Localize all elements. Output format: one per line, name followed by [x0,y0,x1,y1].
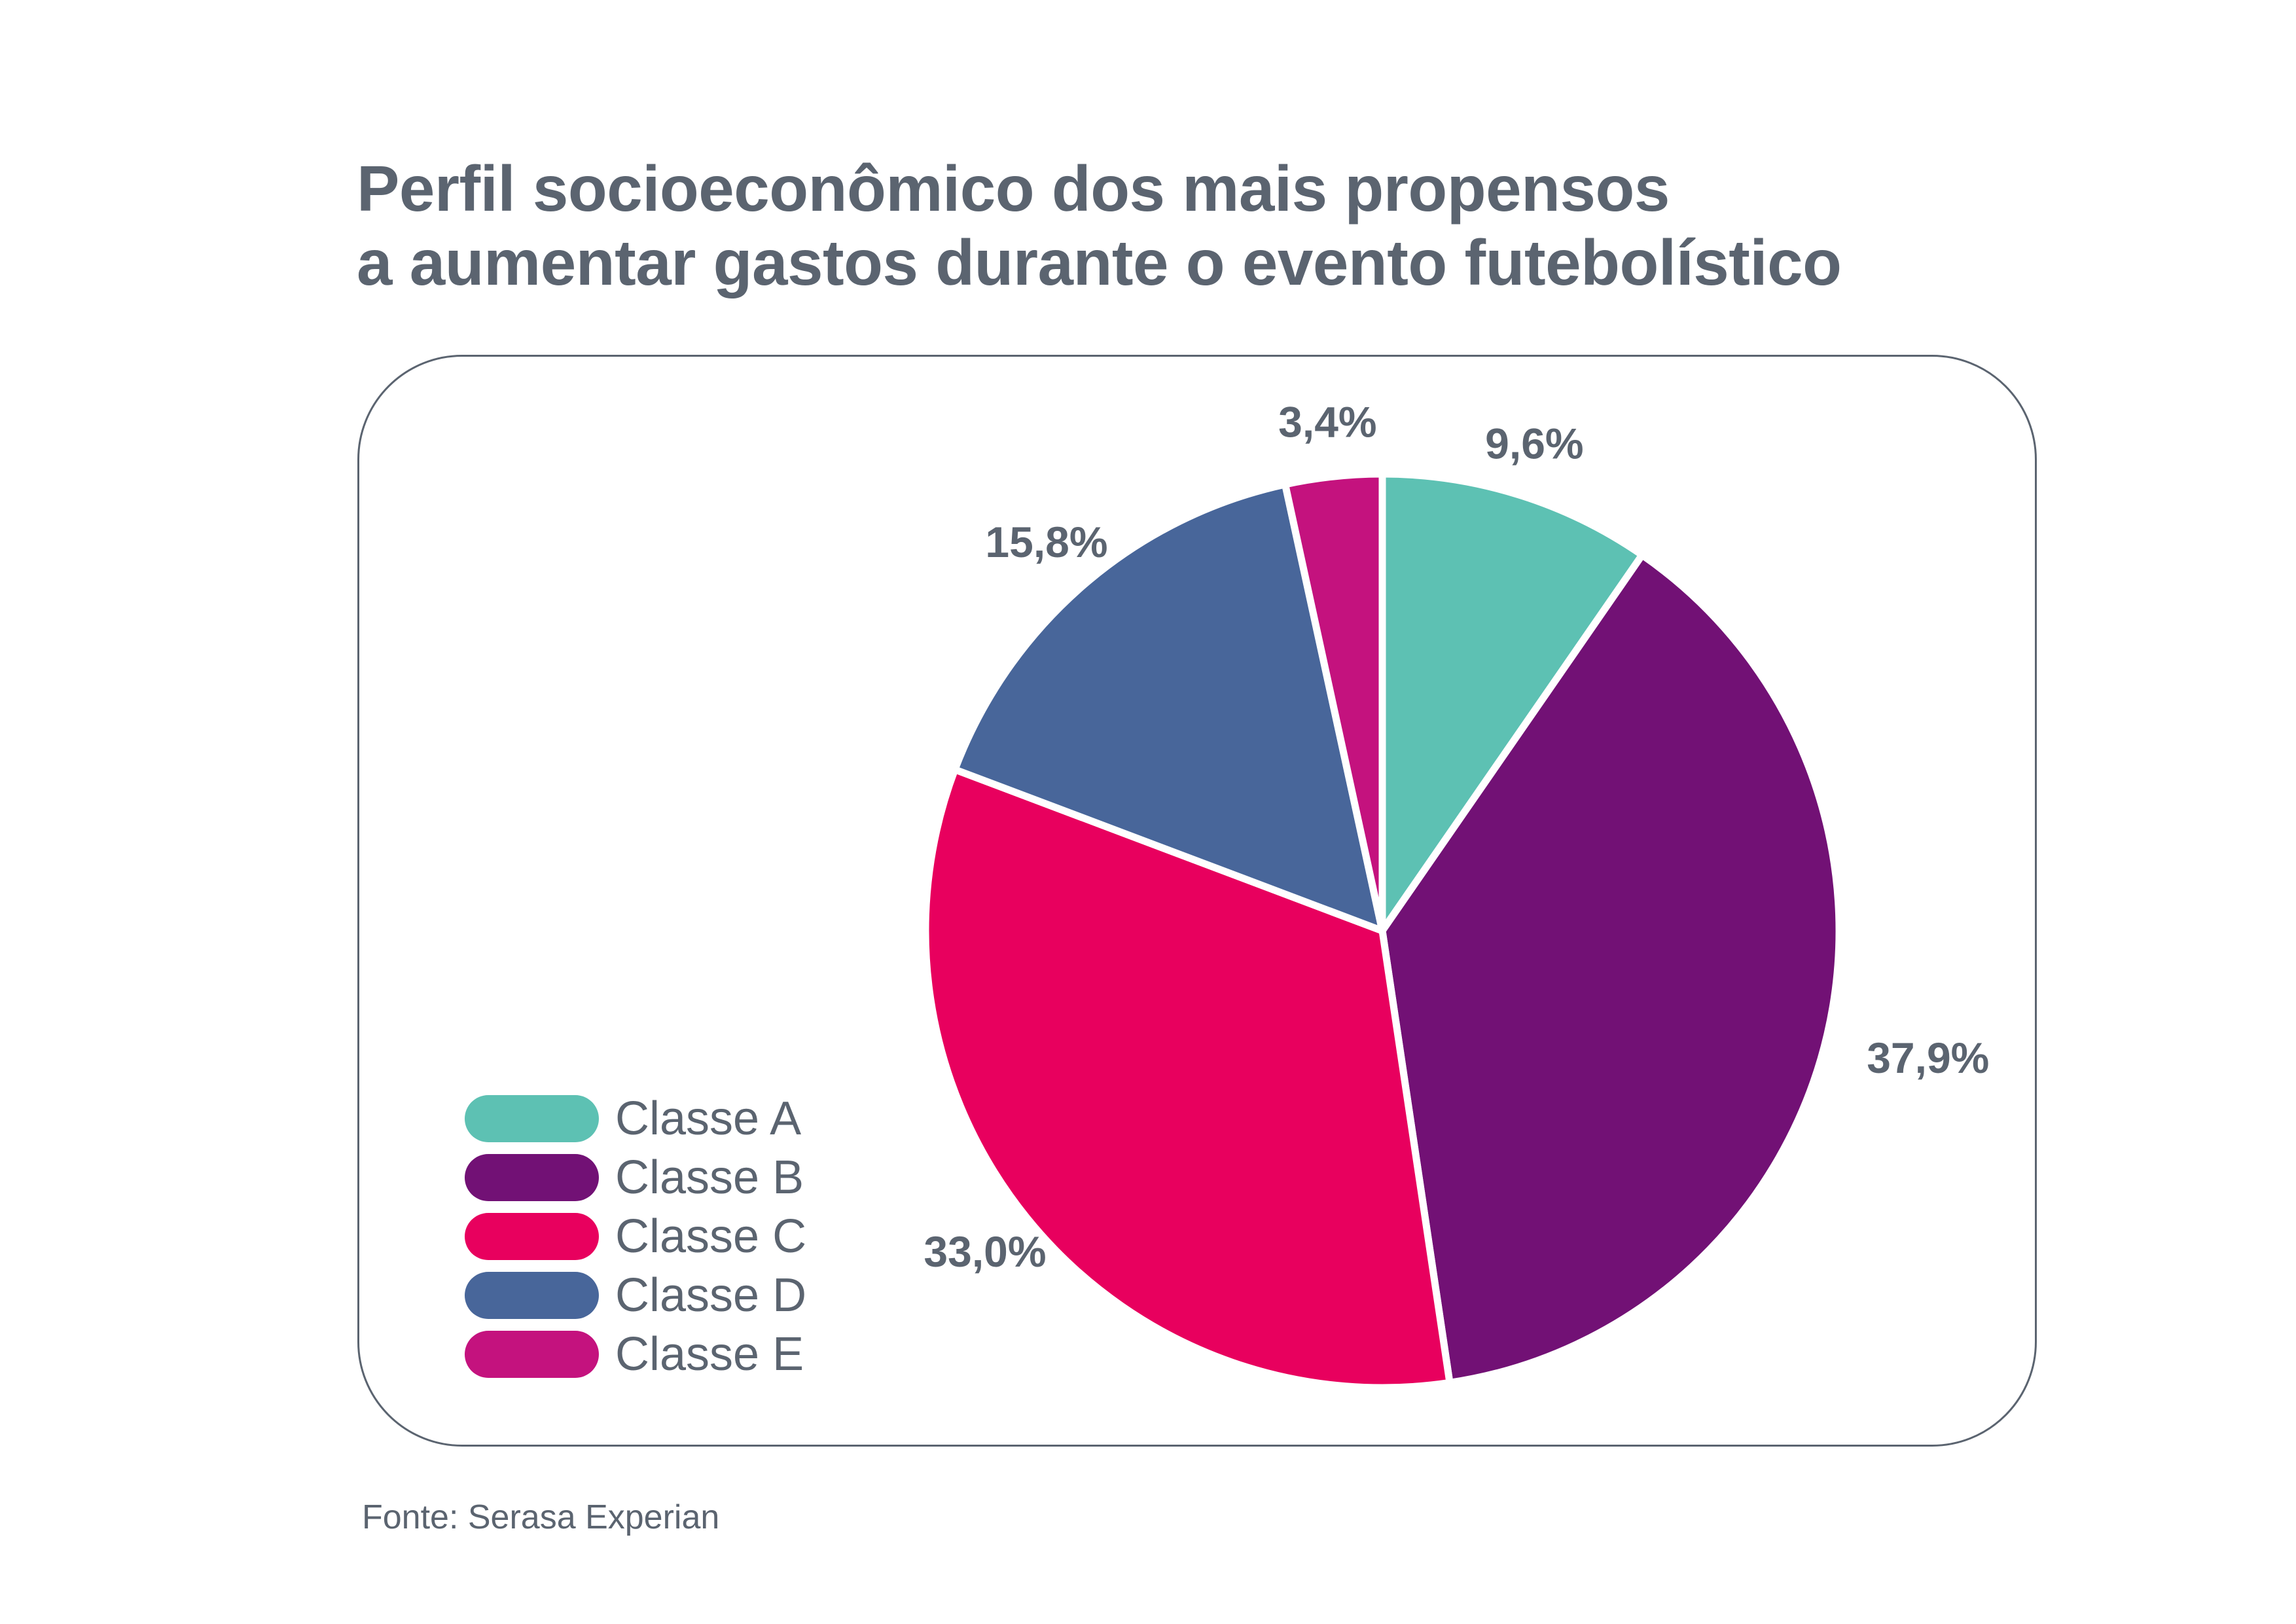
legend-label-classe-b: Classe B [615,1151,804,1204]
legend-swatch-classe-e [465,1331,599,1378]
pie-slices [922,470,1843,1392]
legend-label-classe-c: Classe C [615,1210,807,1263]
legend: Classe A Classe B Classe C Classe D Clas… [465,1089,806,1384]
pie-slice-classe-d [951,480,1386,935]
pie-slice-classe-e [1282,470,1386,935]
chart-title-line-2: a aumentar gastos durante o evento futeb… [357,226,1842,298]
legend-swatch-classe-c [465,1213,599,1260]
legend-item-classe-b: Classe B [465,1148,806,1207]
legend-item-classe-e: Classe E [465,1325,806,1384]
pie-slice-classe-a [1378,470,1646,935]
legend-item-classe-c: Classe C [465,1207,806,1266]
legend-label-classe-a: Classe A [615,1092,802,1145]
legend-label-classe-d: Classe D [615,1269,807,1322]
legend-label-classe-e: Classe E [615,1328,804,1380]
pie-slice-classe-b [1378,551,1843,1386]
legend-swatch-classe-a [465,1095,599,1142]
chart-panel [357,355,2037,1447]
legend-item-classe-a: Classe A [465,1089,806,1148]
chart-title-line-1: Perfil socioeconômico dos mais propensos [357,153,1670,225]
legend-swatch-classe-d [465,1272,599,1319]
legend-swatch-classe-b [465,1154,599,1201]
chart-title: Perfil socioeconômico dos mais propensos… [357,152,1842,300]
pie-slice-classe-c [922,766,1454,1392]
source-note: Fonte: Serasa Experian [362,1498,720,1536]
legend-item-classe-d: Classe D [465,1266,806,1325]
